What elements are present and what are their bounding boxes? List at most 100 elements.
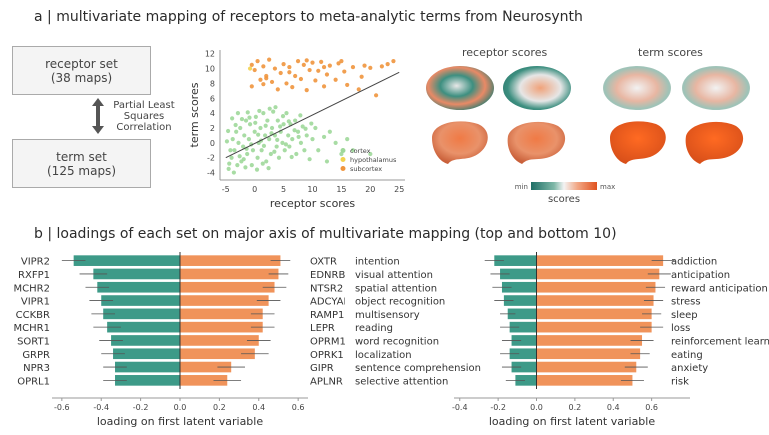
scatter-point-subcortex: [316, 68, 321, 73]
scatter-x-tick-label: 25: [394, 185, 404, 194]
bar-label-negative: visual attention: [355, 270, 433, 281]
scatter-point-cortex: [260, 161, 265, 166]
term-set-count: (125 maps): [47, 163, 116, 178]
bar-positive: [536, 308, 652, 320]
scatter-point-cortex: [304, 133, 309, 138]
scatter-point-subcortex: [336, 61, 341, 66]
scatter-point-cortex: [368, 151, 373, 157]
scatter-point-cortex: [255, 155, 260, 160]
bar-label-positive: addiction: [671, 257, 717, 268]
bar-x-tick-label: 0.2: [213, 403, 226, 412]
scatter-point-cortex: [286, 133, 291, 138]
scatter-point-cortex: [233, 122, 238, 128]
pls-line1: Partial Least: [113, 100, 175, 111]
scatter-point-cortex: [275, 118, 280, 123]
scatter-x-tick-label: 20: [365, 185, 375, 194]
bar-x-tick-label: 0.6: [292, 403, 305, 412]
bar-label-positive: stress: [671, 297, 701, 308]
scatter-point-cortex: [283, 142, 289, 147]
scatter-point-subcortex: [345, 82, 350, 88]
scatter-point-subcortex: [333, 77, 338, 82]
bar-label-positive: anticipation: [671, 270, 730, 281]
scatter-x-tick-label: 5: [281, 185, 286, 194]
scatter-point-cortex: [293, 118, 298, 123]
bar-negative: [115, 375, 180, 386]
bar-negative: [511, 335, 537, 346]
scatter-point-subcortex: [278, 70, 283, 76]
bar-label-negative: spatial attention: [355, 283, 437, 294]
scatter-point-cortex: [286, 119, 291, 124]
scatter-point-subcortex: [261, 82, 266, 87]
scatter-point-cortex: [229, 155, 234, 160]
bar-positive: [536, 335, 643, 346]
scatter-point-cortex: [250, 148, 256, 153]
scatter-point-cortex: [269, 125, 275, 131]
scatter-point-cortex: [289, 154, 294, 160]
scatter-point-subcortex: [281, 62, 286, 67]
bar-positive: [536, 321, 652, 333]
scatter-legend-label-cortex: cortex: [350, 147, 371, 155]
scatter-point-subcortex: [379, 64, 384, 69]
bar-positive: [536, 348, 641, 360]
bar-label-negative: MCHR2: [14, 283, 50, 294]
scatter-point-subcortex: [313, 78, 318, 83]
scatter-point-cortex: [298, 113, 303, 118]
scatter-point-cortex: [234, 129, 239, 134]
scatter-point-cortex: [254, 167, 260, 172]
double-arrow-icon: [92, 98, 104, 134]
scatter-x-tick-label: -5: [222, 185, 230, 194]
scatter-point-cortex: [257, 108, 262, 114]
bar-positive: [536, 281, 656, 293]
bar-label-positive: ADCYAP1R1: [310, 297, 345, 308]
scatter-point-cortex: [243, 118, 249, 123]
scatter-point-cortex: [327, 129, 332, 134]
bar-negative: [93, 268, 180, 280]
bar-label-negative: reading: [355, 323, 393, 334]
scatter-point-cortex: [249, 163, 254, 168]
scatter-point-cortex: [261, 143, 267, 148]
bar-positive: [180, 281, 275, 293]
bar-positive: [180, 321, 263, 333]
scatter-point-cortex: [303, 126, 308, 131]
scatter-point-subcortex: [261, 64, 266, 69]
scatter-point-cortex: [253, 120, 258, 125]
bar-positive: [536, 295, 654, 306]
scatter-y-tick-label: 2: [210, 124, 215, 133]
bar-x-label: loading on first latent variable: [489, 415, 655, 428]
scatter-point-cortex: [239, 116, 245, 122]
scatter-fit-line: [225, 71, 400, 159]
bar-x-tick-label: 0.0: [530, 403, 543, 412]
bar-negative: [115, 361, 180, 373]
bar-label-negative: intention: [355, 257, 400, 268]
scatter-point-cortex: [241, 144, 246, 149]
scatter-point-cortex: [290, 137, 295, 142]
scatter-point-subcortex: [275, 87, 280, 92]
scatter-point-cortex: [246, 137, 252, 142]
bar-positive: [536, 361, 637, 373]
bar-negative: [103, 308, 180, 320]
scatter-legend-label-hypothalamus: hypothalamus: [350, 156, 397, 164]
scatter-point-cortex: [243, 165, 248, 170]
term-cortex-medial: [682, 66, 750, 110]
bar-label-negative: selective attention: [355, 376, 448, 387]
scatter-point-cortex: [245, 110, 250, 115]
scatter-y-tick-label: 4: [210, 109, 215, 118]
scatter-point-cortex: [295, 129, 301, 134]
scatter-point-cortex: [230, 137, 235, 142]
scatter-point-cortex: [267, 137, 272, 142]
bar-label-positive: reinforcement learning: [671, 336, 769, 347]
bar-label-positive: OXTR: [310, 257, 337, 268]
bar-x-tick-label: -0.2: [490, 403, 506, 412]
scatter-point-cortex: [231, 170, 236, 175]
scatter-point-cortex: [321, 134, 327, 140]
scatter-point-cortex: [275, 137, 280, 142]
scatter-point-subcortex: [368, 65, 373, 70]
scatter-point-subcortex: [373, 93, 379, 98]
scatter-point-subcortex: [264, 76, 269, 81]
scatter-point-cortex: [278, 124, 283, 129]
scatter-legend-marker-hypothalamus: [340, 157, 346, 162]
scatter-point-subcortex: [342, 69, 347, 74]
bar-label-negative: SORT1: [17, 336, 50, 347]
scatter-point-cortex: [225, 128, 231, 134]
scatter-point-subcortex: [287, 70, 292, 75]
